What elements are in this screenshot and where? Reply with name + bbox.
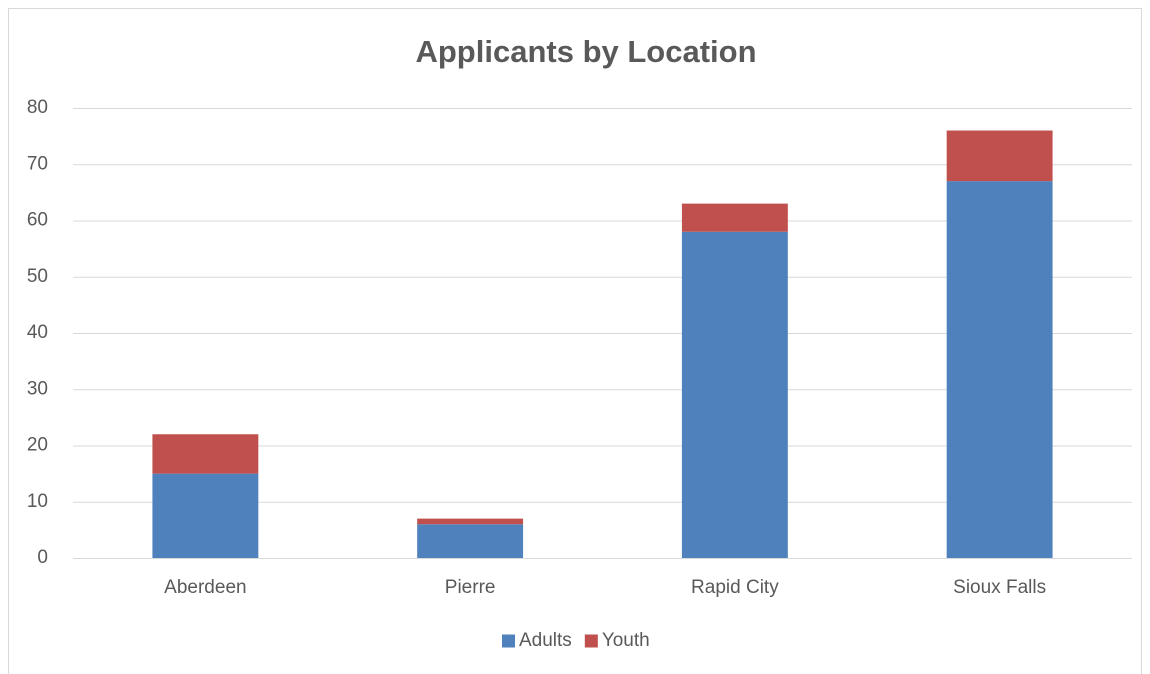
y-tick-label: 20	[27, 435, 48, 456]
y-tick-label: 10	[27, 491, 48, 512]
bar-segment	[417, 524, 524, 558]
x-tick-label: Aberdeen	[164, 577, 246, 598]
y-tick-label: 50	[27, 266, 48, 287]
bar-segment	[417, 518, 524, 525]
x-tick-label: Pierre	[445, 577, 496, 598]
bar-segment	[681, 231, 788, 558]
y-tick-label: 30	[27, 378, 48, 399]
y-tick-label: 80	[27, 97, 48, 118]
y-tick-label: 60	[27, 210, 48, 231]
legend-label: Adults	[519, 630, 572, 651]
bar-segment	[946, 181, 1053, 558]
bar-segment	[946, 130, 1053, 182]
y-tick-label: 70	[27, 153, 48, 174]
x-tick-label: Rapid City	[691, 577, 779, 598]
chart-title: Applicants by Location	[415, 34, 756, 69]
y-tick-label: 0	[37, 547, 48, 568]
bar-segment	[152, 473, 259, 558]
legend-swatch	[502, 634, 515, 648]
bar-segment	[152, 434, 259, 474]
bar-segment	[681, 203, 788, 232]
y-tick-label: 40	[27, 322, 48, 343]
legend-label: Youth	[602, 630, 650, 651]
legend-swatch	[584, 634, 598, 648]
chart-frame	[8, 8, 1142, 674]
x-tick-label: Sioux Falls	[953, 577, 1046, 598]
